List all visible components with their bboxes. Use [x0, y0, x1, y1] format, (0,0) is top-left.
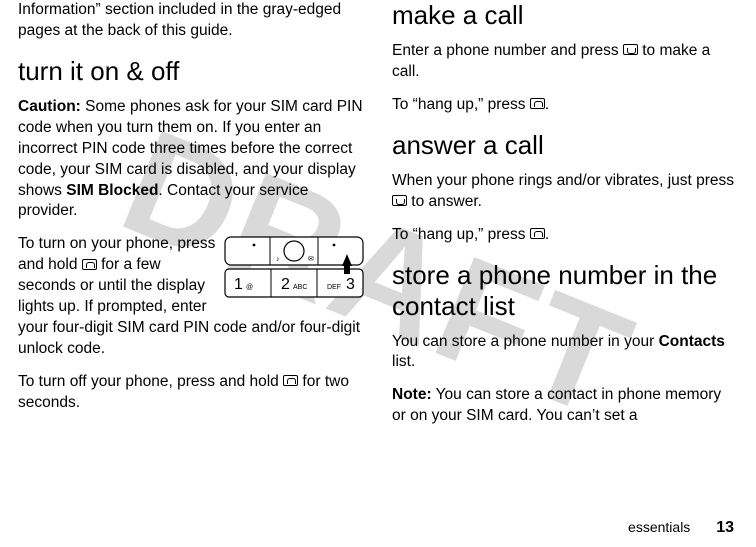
store-a: You can store a phone number in your: [392, 333, 659, 350]
turn-off-text-a: To turn off your phone, press and hold: [18, 373, 283, 390]
end-key-icon: [530, 98, 545, 109]
heading-store-number: store a phone number in the contact list: [392, 260, 738, 322]
page-footer: essentials 13: [628, 519, 734, 537]
note-paragraph: Note: You can store a contact in phone m…: [392, 385, 738, 427]
sim-blocked-text: SIM Blocked: [66, 182, 158, 199]
phone-keypad-illustration: ♪ ✉ 1 @ 2 ABC DEF 3: [224, 236, 364, 306]
right-column: make a call Enter a phone number and pre…: [378, 0, 738, 510]
hangup-b: .: [545, 96, 549, 113]
end-key-icon: [530, 228, 545, 239]
left-column: Information” section included in the gra…: [18, 0, 378, 510]
caution-paragraph: Caution: Some phones ask for your SIM ca…: [18, 97, 364, 223]
make-call-a: Enter a phone number and press: [392, 42, 623, 59]
store-paragraph: You can store a phone number in your Con…: [392, 332, 738, 374]
end-key-icon: [283, 375, 298, 386]
svg-text:✉: ✉: [308, 256, 314, 263]
heading-make-call: make a call: [392, 0, 738, 31]
send-key-icon: [392, 195, 407, 206]
heading-turn-on-off: turn it on & off: [18, 56, 364, 87]
svg-text:♪: ♪: [276, 256, 280, 263]
page-content: Information” section included in the gra…: [0, 0, 756, 510]
svg-text:3: 3: [346, 276, 355, 293]
hangup-paragraph-1: To “hang up,” press .: [392, 95, 738, 116]
answer-b: to answer.: [407, 193, 482, 210]
end-key-icon: [82, 259, 97, 270]
store-b: list.: [392, 353, 415, 370]
send-key-icon: [623, 44, 638, 55]
svg-text:ABC: ABC: [293, 284, 307, 291]
svg-text:2: 2: [281, 276, 290, 293]
footer-page-number: 13: [716, 519, 734, 536]
hangup-b2: .: [545, 226, 549, 243]
hangup-a: To “hang up,” press: [392, 96, 530, 113]
answer-a: When your phone rings and/or vibrates, j…: [392, 172, 734, 189]
svg-text:1: 1: [234, 276, 243, 293]
svg-text:DEF: DEF: [327, 284, 341, 291]
intro-fragment: Information” section included in the gra…: [18, 0, 364, 42]
make-call-paragraph: Enter a phone number and press to make a…: [392, 41, 738, 83]
footer-section: essentials: [628, 519, 690, 535]
note-label: Note:: [392, 386, 432, 403]
answer-paragraph: When your phone rings and/or vibrates, j…: [392, 171, 738, 213]
heading-answer-call: answer a call: [392, 130, 738, 161]
turn-off-paragraph: To turn off your phone, press and hold f…: [18, 372, 364, 414]
hangup-paragraph-2: To “hang up,” press .: [392, 225, 738, 246]
svg-text:@: @: [246, 284, 253, 291]
note-body: You can store a contact in phone memory …: [392, 386, 721, 424]
caution-label: Caution:: [18, 98, 81, 115]
hangup-a2: To “hang up,” press: [392, 226, 530, 243]
contacts-label: Contacts: [659, 333, 725, 350]
